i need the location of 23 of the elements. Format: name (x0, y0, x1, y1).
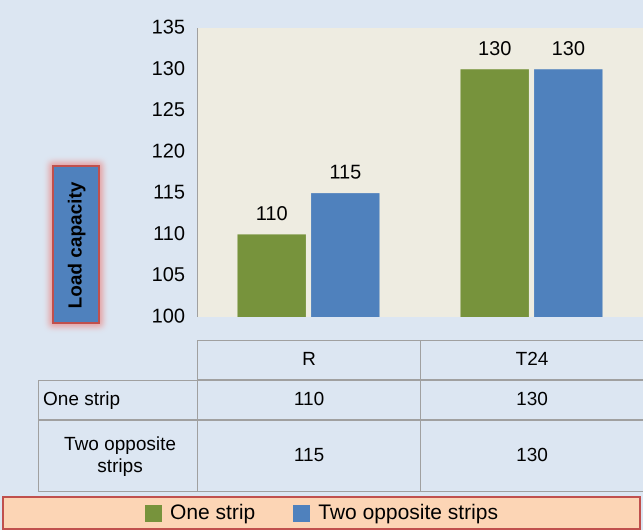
x-tick-label: T24 (420, 340, 643, 380)
text: 130 (420, 380, 643, 420)
data-label: 110 (256, 202, 288, 225)
y-tick-label: 125 (152, 99, 185, 122)
x-tick-label: R (197, 340, 421, 380)
y-tick-label: 100 (152, 306, 185, 328)
data-label: 130 (552, 38, 585, 60)
text: One strip (43, 389, 120, 410)
y-tick-label: 135 (152, 16, 185, 39)
text: 130 (420, 420, 643, 492)
text: 110 (197, 380, 421, 420)
y-tick-label: 130 (152, 58, 185, 80)
y-tick-label: 110 (153, 222, 185, 245)
y-axis-title: Load capacity (65, 181, 87, 308)
y-tick-label: 115 (153, 182, 185, 204)
y-tick-label: 105 (152, 264, 185, 286)
text: 115 (197, 420, 421, 492)
legend-label: Two opposite strips (318, 501, 498, 525)
legend-label: One strip (170, 501, 256, 525)
y-tick-label: 120 (152, 140, 185, 162)
data-label: 130 (478, 38, 512, 60)
data-label: 115 (329, 162, 362, 184)
text: Two opposite strips (64, 434, 176, 477)
